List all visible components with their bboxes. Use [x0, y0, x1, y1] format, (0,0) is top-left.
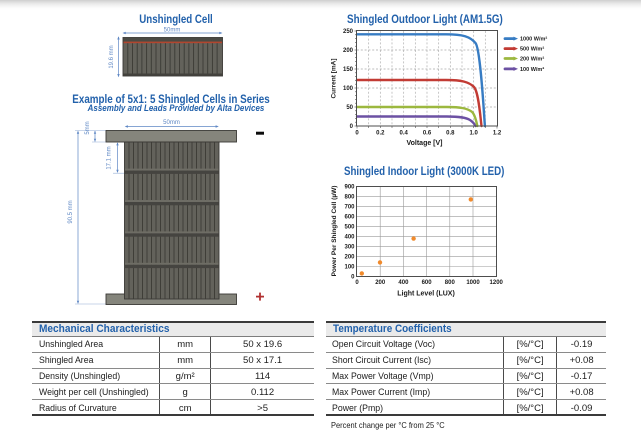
- svg-text:250: 250: [343, 29, 354, 35]
- svg-text:100: 100: [344, 265, 355, 271]
- svg-text:600: 600: [344, 215, 355, 221]
- svg-text:0: 0: [355, 280, 359, 286]
- svg-text:0.2: 0.2: [376, 131, 385, 137]
- svg-text:50mm: 50mm: [164, 28, 181, 34]
- svg-text:0.4: 0.4: [400, 131, 409, 137]
- svg-text:200: 200: [343, 48, 354, 54]
- svg-text:200: 200: [344, 255, 355, 261]
- svg-text:19.6 mm: 19.6 mm: [109, 45, 115, 68]
- svg-text:1200: 1200: [490, 280, 504, 286]
- svg-text:600: 600: [422, 280, 433, 286]
- svg-text:500 W/m²: 500 W/m²: [520, 46, 544, 53]
- svg-text:150: 150: [343, 67, 354, 73]
- svg-text:0: 0: [350, 124, 354, 130]
- svg-text:1000: 1000: [466, 280, 480, 286]
- svg-text:700: 700: [344, 205, 355, 211]
- svg-text:50: 50: [346, 105, 353, 111]
- svg-text:50mm: 50mm: [163, 120, 180, 126]
- svg-text:1.2: 1.2: [493, 131, 502, 137]
- svg-text:Voltage [V]: Voltage [V]: [406, 140, 442, 147]
- svg-text:Light Level (LUX): Light Level (LUX): [397, 290, 455, 297]
- svg-text:1.0: 1.0: [470, 131, 479, 137]
- svg-text:0.6: 0.6: [423, 131, 432, 137]
- svg-text:100: 100: [343, 86, 354, 92]
- svg-text:Power Per Shingled Cell (µW): Power Per Shingled Cell (µW): [331, 186, 338, 277]
- svg-text:800: 800: [445, 280, 456, 286]
- svg-text:800: 800: [344, 195, 355, 201]
- svg-text:200 W/m²: 200 W/m²: [520, 56, 544, 63]
- svg-text:500: 500: [344, 225, 355, 231]
- svg-text:90.5 mm: 90.5 mm: [68, 200, 74, 223]
- svg-text:900: 900: [344, 185, 355, 191]
- svg-text:5mm: 5mm: [85, 121, 91, 134]
- svg-text:17.1 mm: 17.1 mm: [107, 146, 113, 169]
- svg-text:200: 200: [375, 280, 386, 286]
- svg-text:Current [mA]: Current [mA]: [331, 58, 338, 98]
- svg-text:400: 400: [344, 235, 355, 241]
- svg-text:300: 300: [344, 245, 355, 251]
- svg-text:0.8: 0.8: [446, 131, 455, 137]
- svg-text:100 W/m²: 100 W/m²: [520, 66, 544, 73]
- svg-text:0: 0: [351, 275, 355, 281]
- svg-text:1000 W/m²: 1000 W/m²: [520, 36, 547, 43]
- svg-text:0: 0: [355, 131, 359, 137]
- svg-text:400: 400: [398, 280, 409, 286]
